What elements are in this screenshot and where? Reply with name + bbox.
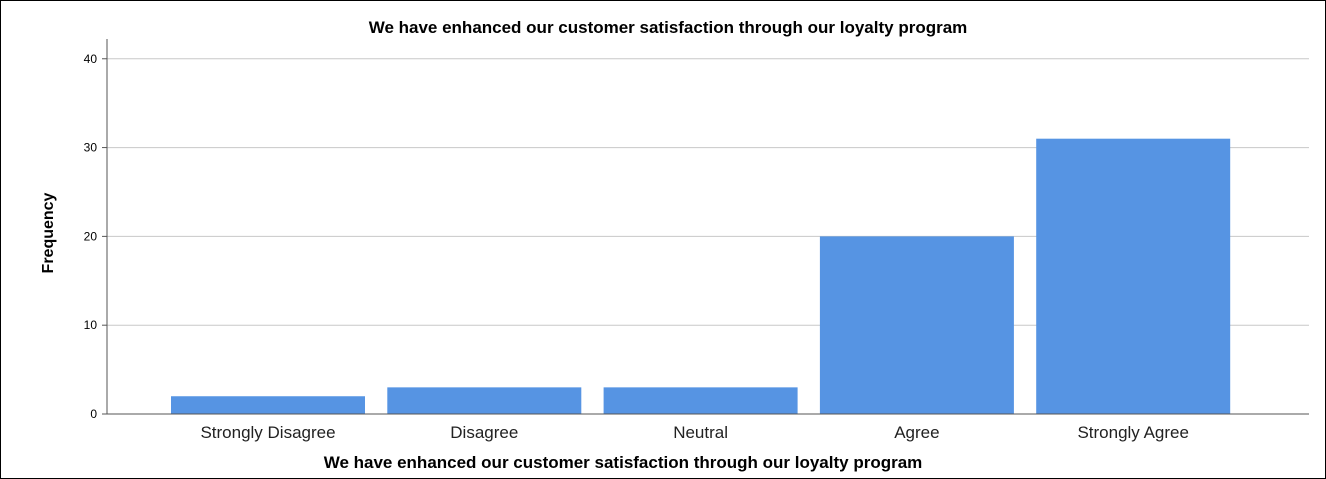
x-tick-label: Neutral bbox=[673, 423, 728, 442]
y-tick-label: 10 bbox=[84, 318, 98, 332]
x-tick-label: Strongly Disagree bbox=[200, 423, 335, 442]
y-tick-label: 20 bbox=[84, 229, 98, 243]
x-tick-label: Strongly Agree bbox=[1077, 423, 1189, 442]
y-tick-label: 0 bbox=[90, 407, 97, 421]
x-tick-label: Disagree bbox=[450, 423, 518, 442]
y-tick-label: 30 bbox=[84, 141, 98, 155]
bar bbox=[1036, 139, 1230, 414]
y-tick-labels: 0 10 20 30 40 bbox=[84, 52, 98, 421]
bar bbox=[604, 387, 798, 414]
x-tick-labels: Strongly Disagree Disagree Neutral Agree Str… bbox=[200, 423, 1189, 442]
x-axis-label: We have enhanced our customer satisfacti… bbox=[324, 453, 923, 472]
y-axis-label: Frequency bbox=[40, 192, 57, 273]
bar bbox=[387, 387, 581, 414]
y-tick-label: 40 bbox=[84, 52, 98, 66]
chart-title: We have enhanced our customer satisfacti… bbox=[369, 18, 968, 37]
bars bbox=[171, 139, 1230, 414]
bar bbox=[171, 396, 365, 414]
x-tick-label: Agree bbox=[894, 423, 939, 442]
bar bbox=[820, 236, 1014, 414]
